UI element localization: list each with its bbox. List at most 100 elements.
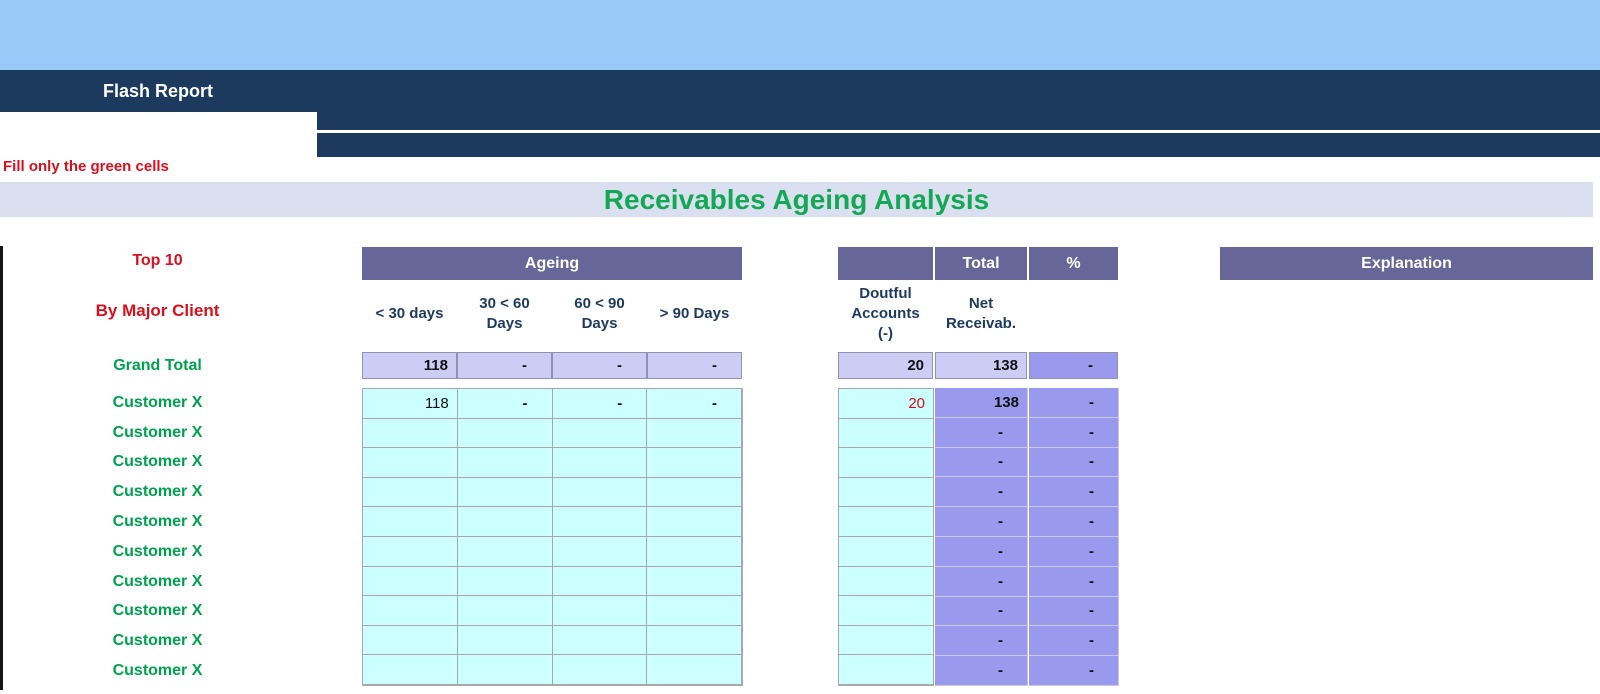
percent-cell: - (1029, 447, 1119, 478)
ageing-cell[interactable] (457, 537, 553, 567)
doubtful-cell[interactable] (839, 477, 933, 508)
ageing-cell[interactable] (457, 448, 553, 478)
ageing-cell[interactable] (647, 477, 742, 508)
ageing-cell[interactable] (552, 418, 648, 449)
ageing-cell[interactable] (457, 566, 553, 597)
row-label: Customer X (112, 453, 203, 471)
ageing-cell[interactable] (457, 596, 553, 626)
grand-total-percent-cell: - (1029, 352, 1118, 379)
ageing-cell[interactable] (552, 507, 648, 537)
ageing-cell[interactable] (647, 655, 742, 685)
net-cell: - (935, 626, 1028, 657)
row-label: Customer X (112, 513, 203, 531)
ageing-cell[interactable] (647, 507, 742, 537)
col-header-gt90: > 90 Days (659, 304, 730, 322)
doubtful-cell[interactable] (839, 448, 933, 478)
percent-cell: - (1029, 417, 1119, 448)
explanation-section-header: Explanation (1220, 247, 1593, 280)
grand-total-gt90-cell: - (647, 352, 742, 379)
left-border-line (0, 246, 3, 690)
navy-title-bar (0, 70, 1600, 112)
doubtful-cell[interactable] (839, 418, 933, 449)
percent-section-header: % (1029, 247, 1118, 280)
ageing-cell[interactable] (363, 537, 458, 567)
page-title: Receivables Ageing Analysis (603, 183, 990, 215)
doubtful-cell[interactable] (839, 537, 933, 567)
net-cell: - (935, 447, 1028, 478)
net-cell: - (935, 596, 1028, 627)
grand-total-doubtful-cell: 20 (838, 352, 933, 379)
ageing-cell[interactable] (363, 566, 458, 597)
ageing-section-header: Ageing (362, 247, 742, 280)
doubtful-cell[interactable] (839, 625, 933, 656)
ageing-cell[interactable] (552, 537, 648, 567)
doubtful-cell[interactable] (839, 596, 933, 626)
blank-section-header (838, 247, 933, 280)
ageing-cell[interactable] (363, 655, 458, 685)
ageing-cell[interactable] (647, 448, 742, 478)
col-header-60-90: 60 < 90 Days (574, 294, 625, 332)
percent-column: - - - - - - - - - - (1029, 388, 1119, 686)
top10-caption: Top 10 (132, 252, 183, 269)
grand-total-net-cell: 138 (935, 352, 1027, 379)
ageing-cell[interactable]: 118 (363, 389, 458, 419)
ageing-cell[interactable] (457, 507, 553, 537)
doubtful-input-column: 20 (838, 388, 934, 686)
ageing-cell[interactable] (552, 477, 648, 508)
row-label: Customer X (112, 632, 203, 650)
ageing-cell[interactable] (552, 625, 648, 656)
ageing-cell[interactable] (457, 418, 553, 449)
ageing-cell[interactable] (363, 477, 458, 508)
row-label: Customer X (112, 602, 203, 620)
net-cell: - (935, 477, 1028, 508)
percent-cell: - (1029, 477, 1119, 508)
ageing-cell[interactable] (363, 448, 458, 478)
row-label: Customer X (112, 483, 203, 501)
ageing-cell[interactable] (363, 625, 458, 656)
percent-cell: - (1029, 507, 1119, 537)
col-header-doubtful: Doutful Accounts (-) (851, 284, 920, 343)
ageing-input-grid: 118 - - - (362, 388, 743, 686)
percent-cell: - (1029, 388, 1119, 418)
net-cell: - (935, 656, 1028, 686)
net-cell: - (935, 536, 1028, 567)
ageing-cell[interactable] (647, 596, 742, 626)
ageing-cell[interactable] (647, 566, 742, 597)
ageing-cell[interactable] (552, 448, 648, 478)
ageing-cell[interactable] (457, 477, 553, 508)
ageing-cell[interactable]: - (647, 389, 742, 419)
col-header-30-60: 30 < 60 Days (479, 294, 530, 332)
doubtful-cell[interactable] (839, 655, 933, 685)
ageing-cell[interactable] (552, 596, 648, 626)
row-label: Customer X (112, 542, 203, 560)
percent-cell: - (1029, 626, 1119, 657)
net-cell: - (935, 507, 1028, 537)
fill-instruction-note: Fill only the green cells (3, 158, 169, 175)
ageing-cell[interactable] (552, 655, 648, 685)
ageing-cell[interactable] (647, 625, 742, 656)
ageing-cell[interactable] (552, 566, 648, 597)
ageing-cell[interactable] (647, 537, 742, 567)
by-major-client-caption: By Major Client (95, 301, 220, 320)
ageing-cell[interactable] (457, 625, 553, 656)
percent-cell: - (1029, 536, 1119, 567)
doubtful-cell[interactable]: 20 (839, 389, 933, 419)
grand-total-30-60-cell: - (457, 352, 552, 379)
net-cell: 138 (935, 388, 1028, 418)
ageing-cell[interactable] (363, 507, 458, 537)
doubtful-cell[interactable] (839, 507, 933, 537)
ageing-cell[interactable] (647, 418, 742, 449)
report-title: Flash Report (103, 80, 214, 101)
customer-labels-column: Customer X Customer X Customer X Custome… (30, 388, 285, 686)
row-label: Customer X (112, 572, 203, 590)
doubtful-cell[interactable] (839, 566, 933, 597)
ageing-cell[interactable] (363, 418, 458, 449)
ageing-cell[interactable]: - (552, 389, 648, 419)
ageing-cell[interactable]: - (457, 389, 553, 419)
col-header-lt30: < 30 days (375, 304, 444, 322)
ageing-cell[interactable] (457, 655, 553, 685)
ageing-cell[interactable] (363, 596, 458, 626)
top-blue-banner (0, 0, 1600, 70)
col-header-net-receivable: Net Receivab. (945, 294, 1017, 332)
